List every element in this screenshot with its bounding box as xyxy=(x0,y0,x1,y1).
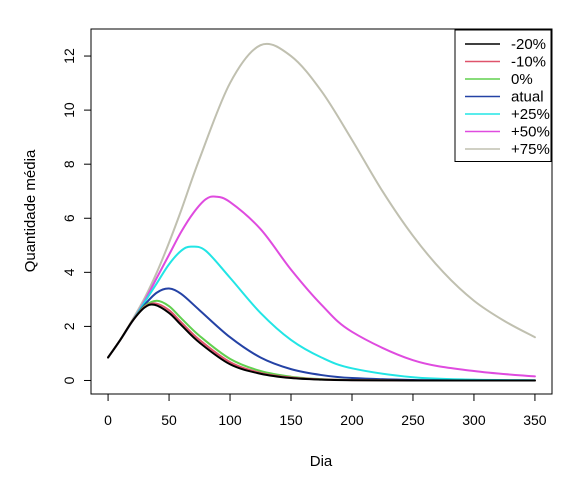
x-tick-label: 250 xyxy=(401,412,425,428)
x-tick-label: 50 xyxy=(161,412,177,428)
series-line xyxy=(107,287,536,382)
legend-label: 0% xyxy=(511,71,533,88)
x-tick-label: 200 xyxy=(340,412,364,428)
y-axis-title: Quantidade média xyxy=(22,149,39,272)
y-tick-label: 12 xyxy=(61,48,77,64)
x-tick-label: 150 xyxy=(279,412,303,428)
y-tick-label: 10 xyxy=(61,102,77,118)
legend-label: -20% xyxy=(511,36,546,53)
legend-label: +50% xyxy=(511,124,550,141)
y-tick-label: 8 xyxy=(61,160,77,168)
x-tick-label: 0 xyxy=(104,412,112,428)
x-tick-label: 350 xyxy=(523,412,547,428)
series-lines xyxy=(107,42,536,382)
y-tick-label: 4 xyxy=(61,268,77,276)
legend-label: -10% xyxy=(511,54,546,71)
x-tick-label: 100 xyxy=(218,412,242,428)
x-axis-title: Dia xyxy=(310,453,333,470)
y-tick-label: 6 xyxy=(61,214,77,222)
legend-label: +25% xyxy=(511,106,550,123)
y-axis: 0 2 4 6 8 10 12 xyxy=(61,48,92,384)
series-line xyxy=(107,195,536,378)
legend: -20%-10%0%atual+25%+50%+75% xyxy=(454,29,552,162)
y-tick-label: 2 xyxy=(61,322,77,330)
x-tick-label: 300 xyxy=(462,412,486,428)
x-axis: 0 50 100 150 200 250 300 350 xyxy=(104,393,547,428)
y-tick-label: 0 xyxy=(61,376,77,384)
series-line xyxy=(107,303,536,382)
legend-label: +75% xyxy=(511,141,550,158)
legend-label: atual xyxy=(511,89,544,106)
series-line xyxy=(107,42,536,359)
